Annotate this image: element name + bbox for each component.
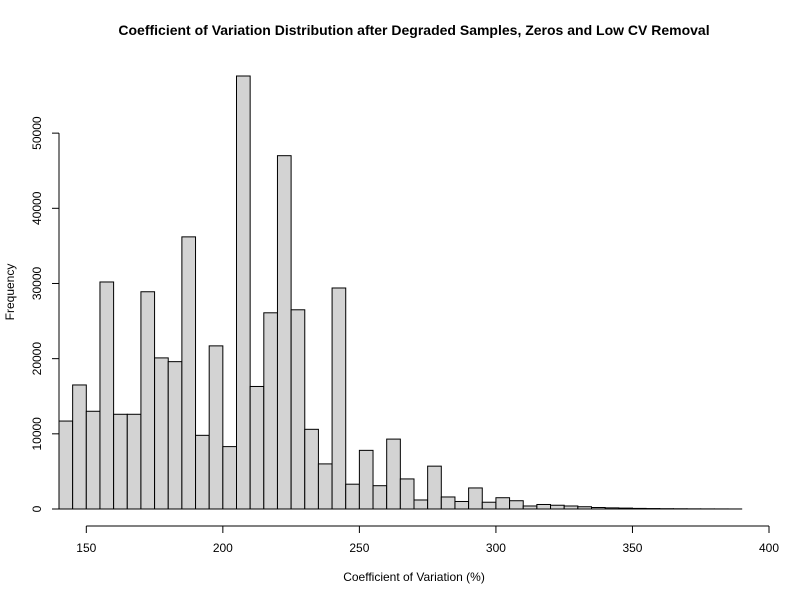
histogram-bar [591, 507, 606, 510]
histogram-bar [154, 357, 169, 510]
histogram-bar [290, 309, 306, 510]
histogram-bar [399, 478, 415, 510]
histogram-bar [577, 506, 592, 510]
histogram-bar [563, 505, 579, 510]
histogram-bar [345, 483, 360, 510]
histogram-bar [85, 410, 101, 510]
histogram-bar [413, 499, 429, 510]
y-tick-label: 30000 [30, 266, 44, 300]
histogram-bar [550, 504, 565, 510]
y-axis: 0 10000 20000 30000 40000 50000 [30, 116, 60, 512]
histogram-bar [276, 155, 292, 510]
histogram-bar [208, 345, 224, 510]
y-tick-label: 40000 [30, 191, 44, 225]
histogram-bar [358, 449, 374, 510]
histogram-bar [167, 361, 183, 510]
histogram-bar [317, 463, 333, 510]
histogram-bar [427, 465, 442, 510]
x-tick-label: 150 [76, 541, 96, 555]
histogram-bar [99, 281, 115, 510]
y-tick-label: 20000 [30, 342, 44, 376]
histogram-bar [249, 385, 265, 510]
histogram-bar [181, 236, 197, 510]
histogram-bar [304, 428, 319, 510]
histogram-bar [113, 413, 128, 510]
histogram-bar [372, 485, 388, 510]
bars-group [58, 75, 743, 510]
histogram-bar [126, 413, 142, 510]
y-tick-label: 50000 [30, 116, 44, 150]
histogram-bar [386, 438, 401, 510]
histogram-bar [509, 500, 524, 510]
x-axis: 150 200 250 300 350 400 [76, 525, 779, 555]
histogram-bar [195, 434, 210, 510]
x-tick-label: 300 [486, 541, 506, 555]
histogram-bar [495, 497, 511, 510]
x-tick-label: 400 [759, 541, 779, 555]
histogram-bar [331, 287, 347, 510]
histogram-bar [263, 312, 278, 510]
x-tick-label: 350 [622, 541, 642, 555]
x-axis-label: Coefficient of Variation (%) [343, 570, 485, 584]
histogram-bar [454, 500, 470, 510]
histogram-bar [140, 291, 156, 510]
histogram-bar [222, 446, 238, 510]
histogram-bar [631, 507, 647, 510]
y-tick-label: 10000 [30, 417, 44, 451]
histogram-bar [536, 503, 552, 510]
histogram-bar [468, 487, 483, 510]
histogram-bar [58, 420, 74, 510]
x-tick-label: 200 [213, 541, 233, 555]
y-tick-label: 0 [30, 505, 44, 512]
histogram-bar [522, 505, 538, 510]
x-tick-label: 250 [349, 541, 369, 555]
chart-title: Coefficient of Variation Distribution af… [118, 22, 709, 38]
histogram-bar [72, 384, 87, 510]
histogram-bar [440, 496, 456, 510]
histogram-bar [481, 501, 497, 510]
histogram-bar [604, 507, 620, 510]
histogram-bar [236, 75, 251, 510]
y-axis-label: Frequency [3, 264, 17, 321]
histogram-bar [618, 507, 633, 510]
